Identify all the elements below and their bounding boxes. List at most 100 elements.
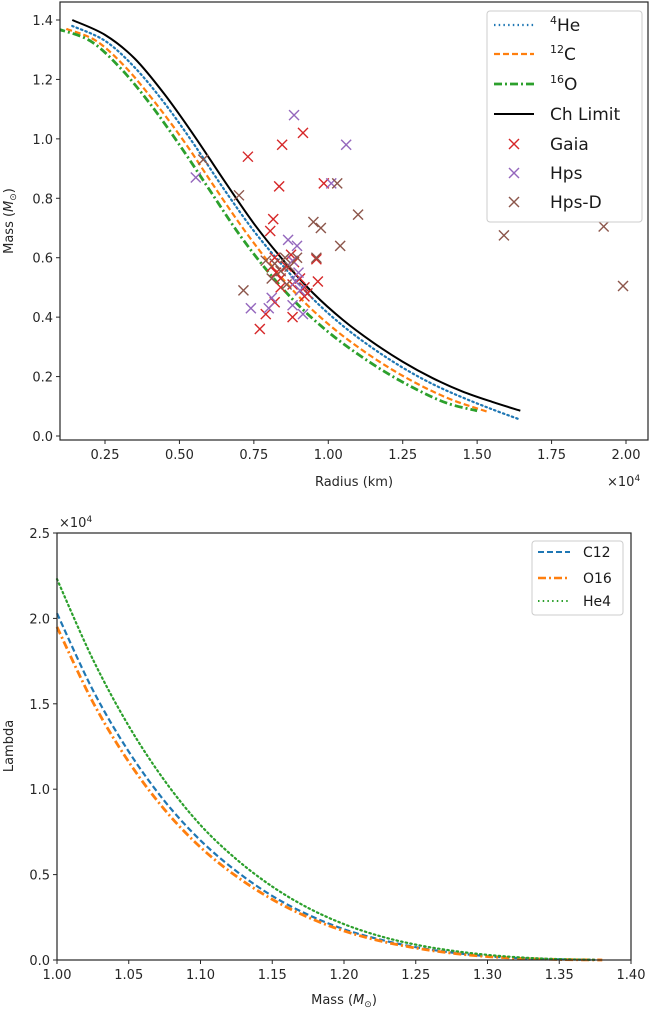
- scatter-point-gaia: [297, 127, 309, 139]
- legend-label: 16O: [550, 73, 577, 95]
- scatter-point-hps-d: [334, 240, 346, 252]
- legend-label: C12: [583, 545, 611, 561]
- y-tick-label: 2.5: [29, 527, 50, 542]
- x-tick-label: 1.25: [388, 448, 417, 463]
- scatter-point-gaia: [260, 308, 272, 320]
- legend-label: O16: [583, 571, 612, 587]
- scatter-point-gaia: [269, 252, 281, 264]
- scatter-point-hps-d: [260, 255, 272, 267]
- scatter-point-hps-d: [352, 209, 364, 221]
- scatter-point-gaia: [310, 253, 322, 265]
- scatter-point-hps-d: [307, 216, 319, 228]
- scatter-point-gaia: [275, 281, 287, 293]
- y-tick-label: 1.0: [32, 133, 53, 148]
- plot-frame: [59, 1, 649, 441]
- scatter-point-hps: [190, 171, 202, 183]
- scatter-point-hps: [287, 299, 299, 311]
- scatter-point-hps-d: [275, 265, 287, 277]
- lambda-mass-chart: 1.00 1.05 1.10 1.15 1.20 1.25 1.30 1.35 1.40 0.0 0…: [2, 515, 645, 1010]
- y-tick-label: 1.2: [32, 73, 53, 88]
- legend-marker-hps-d: [508, 196, 520, 208]
- scatter-point-hps-d: [233, 189, 245, 201]
- y-offset-label: ×104: [59, 515, 92, 531]
- legend-marker-gaia: [508, 138, 520, 150]
- x-offset-label: ×104: [607, 474, 640, 490]
- scatter-point-gaia: [254, 323, 266, 335]
- x-tick-label: 1.15: [258, 968, 287, 983]
- scatter-point-hps-d: [281, 278, 293, 290]
- scatter-point-gaia: [312, 275, 324, 287]
- scatter-point-hps-d: [498, 229, 510, 241]
- y-axis-label: Mass (M⊙): [2, 188, 19, 254]
- x-tick-label: 0.50: [165, 448, 194, 463]
- y-axis-label: Lambda: [2, 720, 17, 772]
- scatter-point-hps-d: [237, 284, 249, 296]
- series-line-12c: [65, 27, 490, 414]
- scatter-point-hps-d: [197, 154, 209, 166]
- tick-marks: 1.00 1.05 1.10 1.15 1.20 1.25 1.30 1.35 1.40 0.0 0…: [29, 527, 645, 983]
- scatter-point-hps: [293, 267, 305, 279]
- x-tick-label: 2.00: [612, 448, 641, 463]
- legend-box: [486, 10, 643, 223]
- scatter-point-gaia: [242, 151, 254, 163]
- y-tick-label: 2.0: [29, 612, 50, 627]
- x-tick-label: 1.05: [114, 968, 143, 983]
- scatter-point-hps: [263, 302, 275, 314]
- scatter-point-hps-d: [266, 273, 278, 285]
- scatter-point-hps: [282, 234, 294, 246]
- legend-label: He4: [583, 594, 611, 610]
- mass-radius-chart: 0.25 0.50 0.75 1.00 1.25 1.50 1.75 2.00 0.0 0.2 0.…: [2, 1, 649, 490]
- x-axis-label: Mass (M⊙): [311, 993, 377, 1010]
- x-axis-label: Radius (km): [315, 475, 393, 490]
- y-tick-label: 0.0: [29, 954, 50, 969]
- legend: C12 O16 He4: [531, 540, 624, 616]
- scatter-point-hps-d: [291, 252, 303, 264]
- legend: 4He 12C 16O Ch Limit Gaia Hps Hps-D: [486, 10, 643, 223]
- scatter-point-hps-d: [310, 252, 322, 264]
- scatter-point-gaia: [276, 139, 288, 151]
- scatter-point-hps: [325, 177, 337, 189]
- series-line-16o: [60, 28, 478, 413]
- scatter-point-hps: [245, 302, 257, 314]
- scatter-point-hps-d: [617, 280, 629, 292]
- scatter-point-hps-d: [315, 222, 327, 234]
- x-tick-label: 0.75: [239, 448, 268, 463]
- tick-marks: 0.25 0.50 0.75 1.00 1.25 1.50 1.75 2.00 0.0 0.2 0.…: [32, 14, 640, 463]
- legend-box: [531, 540, 624, 616]
- x-tick-label: 0.25: [91, 448, 120, 463]
- scatter-point-hps: [290, 275, 302, 287]
- x-tick-label: 1.10: [186, 968, 215, 983]
- scatter-point-gaia: [264, 225, 276, 237]
- series-line-c12: [56, 612, 596, 961]
- x-tick-label: 1.25: [401, 968, 430, 983]
- y-tick-label: 0.4: [32, 311, 53, 326]
- series-line-4he: [71, 24, 522, 421]
- scatter-point-gaia: [287, 311, 299, 323]
- legend-label: Gaia: [550, 135, 589, 155]
- x-tick-label: 1.75: [537, 448, 566, 463]
- y-tick-label: 1.0: [29, 783, 50, 798]
- legend-label: Hps-D: [550, 193, 602, 213]
- scatter-point-gaia: [267, 213, 279, 225]
- x-tick-label: 1.00: [314, 448, 343, 463]
- series-line-ch-limit: [71, 19, 521, 412]
- scatter-point-hps-d: [598, 221, 610, 233]
- x-tick-label: 1.35: [545, 968, 574, 983]
- y-tick-label: 0.6: [32, 252, 53, 267]
- x-tick-label: 1.00: [43, 968, 72, 983]
- scatter-point-hps: [340, 139, 352, 151]
- scatter-point-hps-d: [269, 258, 281, 270]
- scatter-point-hps: [266, 292, 278, 304]
- scatter-point-hps: [291, 240, 303, 252]
- scatter-point-gaia: [273, 180, 285, 192]
- legend-label: 4He: [550, 14, 580, 36]
- legend-label: Hps: [550, 164, 583, 184]
- x-tick-label: 1.40: [617, 968, 646, 983]
- scatter-point-hps-d: [331, 177, 343, 189]
- y-tick-label: 1.5: [29, 698, 50, 713]
- series-line-he4: [55, 578, 597, 961]
- scatter-point-hps-d: [279, 252, 291, 264]
- scatter-point-hps: [294, 284, 306, 296]
- y-tick-label: 0.5: [29, 869, 50, 884]
- lambda-mass-plot-area: [55, 578, 603, 962]
